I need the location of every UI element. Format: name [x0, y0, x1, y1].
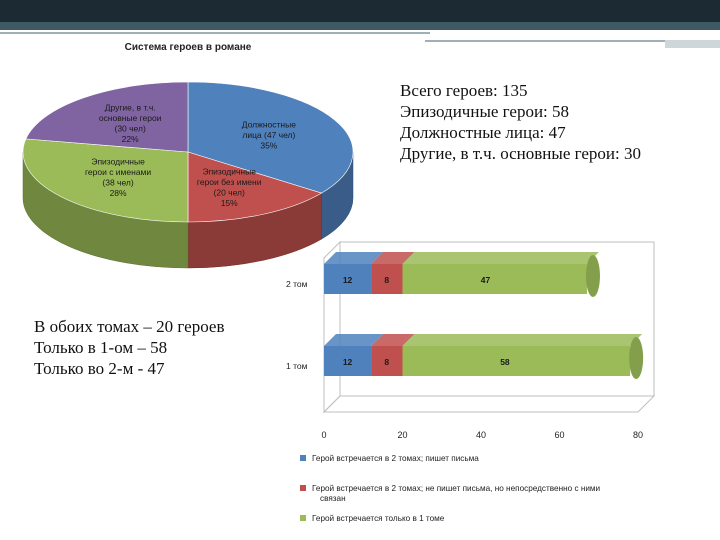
pie-slice-label: Эпизодичные герои без имени (20 чел) 15% — [197, 166, 262, 208]
x-tick-label: 80 — [633, 430, 643, 440]
summary-line: Должностные лица: 47 — [400, 123, 566, 142]
bar-value-label: 8 — [384, 275, 389, 285]
summary-line: Эпизодичные герои: 58 — [400, 102, 570, 121]
bar-value-label: 58 — [500, 357, 510, 367]
legend-swatch — [300, 515, 306, 521]
pie-slice — [187, 81, 354, 194]
bar-segment — [371, 346, 403, 376]
divider-line — [0, 32, 430, 34]
pie-slice-label: Другие, в т.ч. основные герои (30 чел) 22% — [99, 102, 162, 143]
chart-floor — [322, 395, 656, 413]
summary-line: Другие, в т.ч. основные герои: 30 — [400, 144, 641, 163]
volumes-text: В обоих томах – 20 героев Только в 1-ом … — [34, 316, 234, 379]
bar-segment — [371, 264, 403, 294]
title-bar-accent — [0, 22, 720, 30]
pie-chart: Система героев в романе Должностные лица (… — [22, 42, 354, 269]
x-tick-label: 60 — [554, 430, 564, 440]
bar-segment — [324, 346, 372, 376]
x-tick-label: 0 — [321, 430, 326, 440]
bar-end-cap — [585, 255, 600, 297]
legend-swatch — [300, 455, 306, 461]
divider-line — [425, 40, 665, 42]
category-label: 1 том — [286, 361, 308, 371]
category-label: 2 том — [286, 279, 308, 289]
bar-end-cap — [629, 337, 644, 379]
pie-slice — [22, 138, 189, 223]
pie-slice-label: Должностные лица (47 чел) 35% — [242, 120, 296, 151]
pie-title: Система героев в романе — [125, 42, 252, 53]
bar-segment-top — [324, 252, 384, 264]
bar-value-label: 12 — [343, 357, 353, 367]
legend-label: Герой встречается в 2 томах; пишет письм… — [312, 454, 479, 463]
bar-value-label: 8 — [384, 357, 389, 367]
pie-slice-label: Эпизодичные герои с именами (38 чел) 28% — [85, 157, 151, 199]
bar-value-label: 47 — [481, 275, 491, 285]
x-tick-label: 40 — [476, 430, 486, 440]
volumes-line: Только во 2-м - 47 — [34, 359, 165, 378]
divider-line — [665, 40, 720, 48]
bar-segment — [402, 346, 631, 376]
bar-segment — [402, 264, 587, 294]
legend-label: Герой встречается только в 1 томе — [312, 514, 445, 523]
x-tick-label: 20 — [397, 430, 407, 440]
pie-slice — [187, 151, 323, 223]
pie-slice — [25, 81, 189, 153]
summary-line: Всего героев: 135 — [400, 81, 528, 100]
bar-segment-top — [371, 252, 415, 264]
bar-segment-top — [371, 334, 415, 346]
stacked-bar-chart: 0 20 40 60 80 2 том 12 8 47 1 том 12 8 58 Герой встре… — [286, 240, 656, 523]
bar-segment-top — [402, 252, 599, 264]
bar-segment-top — [324, 334, 384, 346]
volumes-line: Только в 1-ом – 58 — [34, 338, 168, 357]
legend-label: Герой встречается в 2 томах; не пишет пи… — [312, 484, 600, 503]
bar-segment-top — [402, 334, 643, 346]
legend-swatch — [300, 485, 306, 491]
summary-text: Всего героев: 135 Эпизодичные герои: 58 … — [400, 80, 641, 164]
title-bar-decoration — [0, 0, 720, 22]
volumes-line: В обоих томах – 20 героев — [34, 317, 225, 336]
bar-value-label: 12 — [343, 275, 353, 285]
bar-segment — [324, 264, 372, 294]
